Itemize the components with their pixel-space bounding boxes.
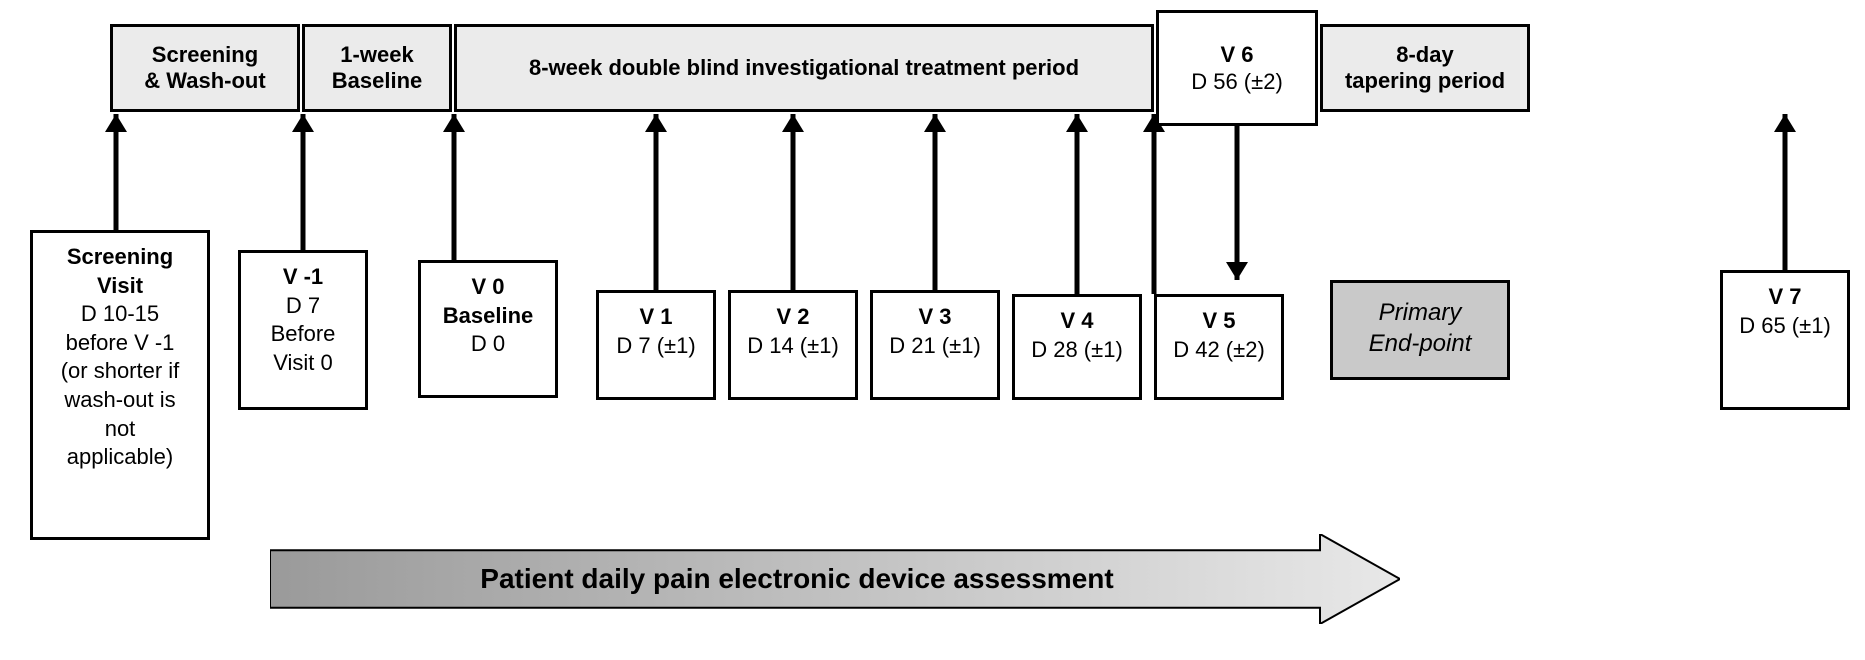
visit-v3: V 3 D 21 (±1) — [870, 290, 1000, 400]
visit-v7: V 7 D 65 (±1) — [1720, 270, 1850, 410]
primary-endpoint-box: PrimaryEnd-point — [1330, 280, 1510, 380]
visit-v5: V 5 D 42 (±2) — [1154, 294, 1284, 400]
visit-sub: D 0 — [429, 330, 547, 359]
visit-title: V 0Baseline — [429, 273, 547, 330]
visit-sub: D 7 (±1) — [607, 332, 705, 361]
visit-title: ScreeningVisit — [41, 243, 199, 300]
visit-sub: D 21 (±1) — [881, 332, 989, 361]
visit-v1: V 1 D 7 (±1) — [596, 290, 716, 400]
visit-v0-baseline: V 0Baseline D 0 — [418, 260, 558, 398]
visit-title: V 4 — [1023, 307, 1131, 336]
v6-sub: D 56 (±2) — [1191, 68, 1283, 96]
visit-title: V 1 — [607, 303, 705, 332]
visit-screening: ScreeningVisit D 10-15before V -1(or sho… — [30, 230, 210, 540]
visit-title: V 5 — [1165, 307, 1273, 336]
visit-v-minus-1: V -1 D 7BeforeVisit 0 — [238, 250, 368, 410]
visit-sub: D 14 (±1) — [739, 332, 847, 361]
phase-v6-box: V 6 D 56 (±2) — [1156, 10, 1318, 126]
visit-sub: D 7BeforeVisit 0 — [249, 292, 357, 378]
visit-title: V 2 — [739, 303, 847, 332]
visit-title: V -1 — [249, 263, 357, 292]
visit-sub: D 42 (±2) — [1165, 336, 1273, 365]
endpoint-label: PrimaryEnd-point — [1369, 299, 1472, 357]
assessment-arrow: Patient daily pain electronic device ass… — [270, 534, 1400, 624]
visit-sub: D 10-15before V -1(or shorter ifwash-out… — [41, 300, 199, 472]
diagram-canvas: Screening& Wash-out 1-weekBaseline 8-wee… — [0, 0, 1865, 660]
assessment-arrow-label: Patient daily pain electronic device ass… — [480, 563, 1113, 595]
visit-sub: D 28 (±1) — [1023, 336, 1131, 365]
visit-v4: V 4 D 28 (±1) — [1012, 294, 1142, 400]
visit-title: V 7 — [1731, 283, 1839, 312]
visit-v2: V 2 D 14 (±1) — [728, 290, 858, 400]
v6-title: V 6 — [1220, 41, 1253, 69]
visit-title: V 3 — [881, 303, 989, 332]
visit-sub: D 65 (±1) — [1731, 312, 1839, 341]
